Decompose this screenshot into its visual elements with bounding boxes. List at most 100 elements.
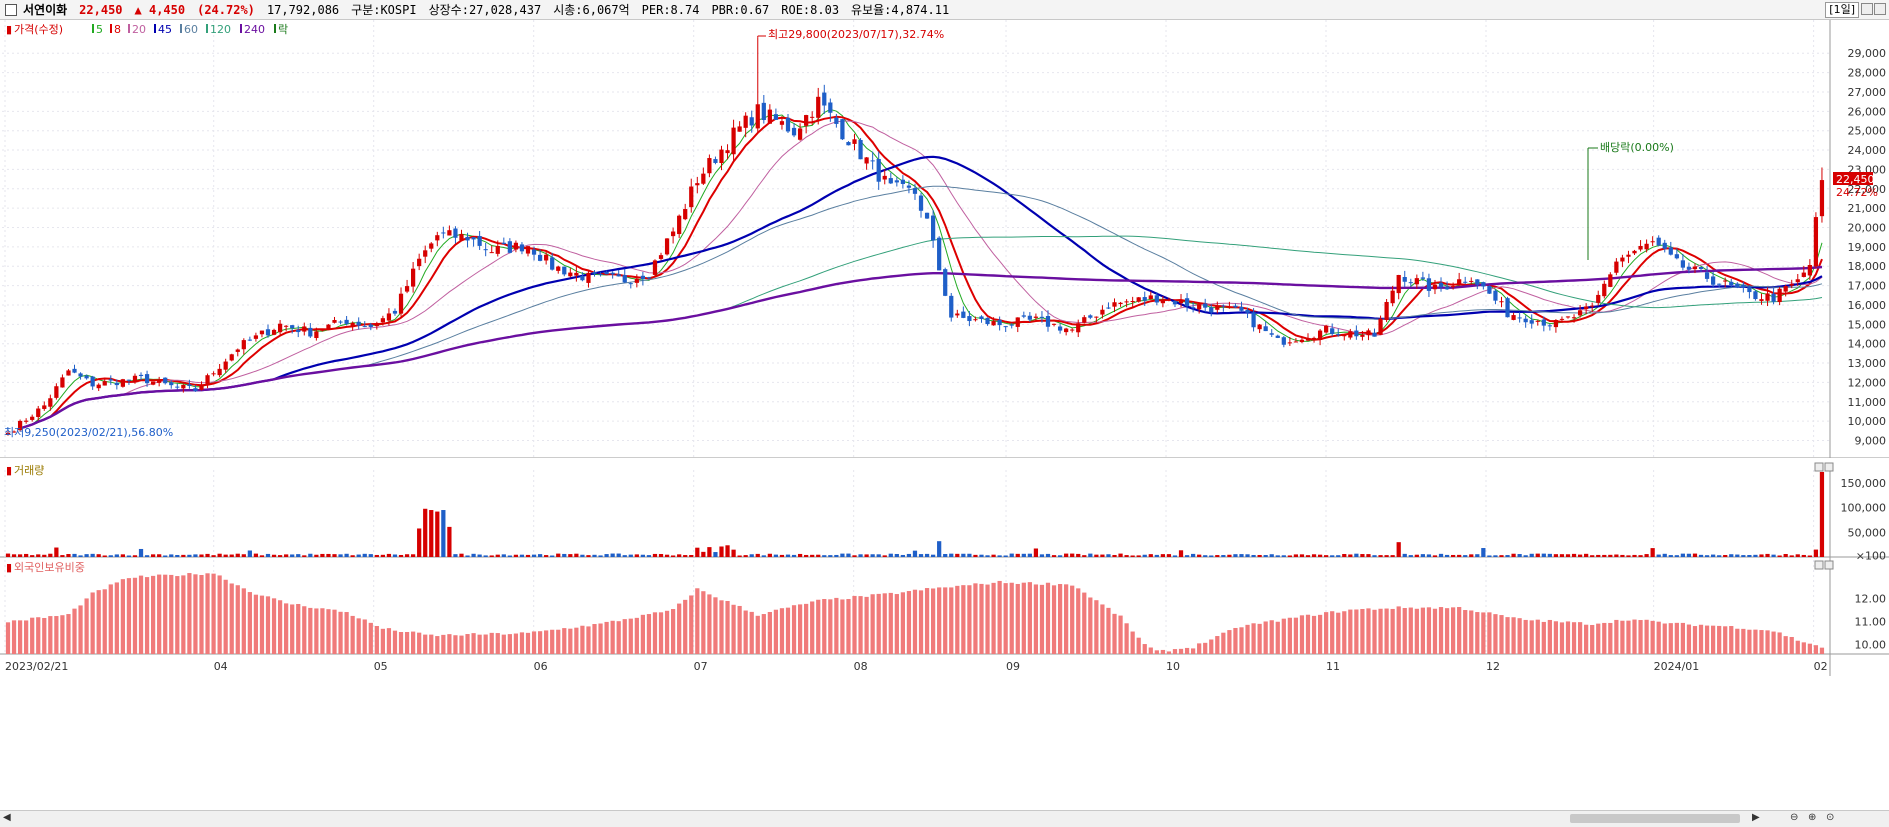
ex-legend-label: 락 (278, 23, 288, 36)
foreign-bar (1469, 610, 1474, 654)
period-selector[interactable]: [1일] (1825, 2, 1859, 18)
candle-body (1590, 305, 1595, 307)
foreign-bar (277, 600, 283, 654)
volume-bar (1360, 554, 1365, 557)
foreign-restore-icon[interactable] (1814, 560, 1824, 570)
foreign-bar (1426, 607, 1432, 654)
candle-body (302, 326, 307, 332)
volume-bar (1045, 553, 1051, 557)
foreign-bar (114, 582, 119, 654)
candle-body (658, 255, 664, 259)
foreign-bar (997, 580, 1002, 654)
ma-legend-label: 5 (96, 23, 103, 36)
volume-bar (568, 554, 573, 557)
foreign-bar (1795, 640, 1800, 654)
volume-bar (1644, 554, 1649, 557)
scroll-right-icon[interactable]: ▶ (1752, 812, 1760, 823)
volume-bar (640, 554, 645, 557)
foreign-tick-label: 10.00 (1855, 639, 1887, 652)
scroll-thumb[interactable] (1570, 814, 1740, 823)
candle-body (66, 370, 71, 376)
candle-body (187, 384, 192, 386)
volume-bar (1711, 554, 1716, 557)
volume-bar (483, 555, 488, 557)
candle-body (785, 117, 791, 132)
volume-bar (671, 555, 676, 557)
foreign-bar (265, 596, 271, 654)
foreign-bar (1547, 619, 1552, 654)
candle-body (235, 349, 240, 352)
volume-bar (598, 555, 603, 557)
volume-bar (816, 554, 821, 557)
volume-bar (1481, 548, 1486, 557)
volume-bar (193, 554, 198, 557)
foreign-bar (151, 575, 156, 654)
foreign-bar (1148, 647, 1153, 654)
volume-bar (1426, 554, 1432, 557)
candle-body (1245, 309, 1250, 313)
foreign-bar (1517, 618, 1522, 654)
foreign-bar (1275, 621, 1280, 654)
candle-body (453, 228, 458, 238)
zoom-reset-icon[interactable]: ⊙ (1826, 812, 1835, 823)
volume-bar (918, 554, 924, 557)
restore-icon[interactable] (1861, 3, 1873, 15)
close-icon[interactable] (1874, 3, 1886, 15)
foreign-bar (858, 596, 863, 654)
volume-bar (755, 553, 760, 557)
foreign-bar (1565, 621, 1571, 654)
x-tick-label: 2023/02/21 (5, 660, 68, 673)
volume-bar (1064, 553, 1069, 557)
volume-bar (828, 555, 833, 557)
volume-bar (1517, 554, 1522, 557)
candle-body (42, 405, 47, 409)
foreign-bar (1106, 607, 1111, 654)
candle-body (725, 150, 730, 154)
zoom-out-icon[interactable]: ⊖ (1790, 812, 1799, 823)
candle-body (997, 319, 1002, 326)
volume-bar (404, 554, 410, 557)
volume-bar (852, 555, 857, 557)
candle-body (598, 273, 603, 275)
low-annotation: 최저9,250(2023/02/21),56.80% (4, 426, 173, 439)
zoom-in-icon[interactable]: ⊕ (1808, 812, 1817, 823)
volume-close-icon[interactable] (1824, 462, 1834, 472)
foreign-bar (423, 634, 428, 654)
volume-bar (1795, 554, 1800, 557)
foreign-bar (411, 631, 416, 654)
foreign-bar (320, 608, 325, 654)
volume-tick-label: 150,000 (1841, 477, 1887, 490)
volume-bar (320, 553, 325, 557)
foreign-bar (1142, 644, 1147, 654)
foreign-bar (961, 585, 966, 654)
volume-bar (1783, 553, 1788, 557)
panel-checkbox[interactable] (5, 3, 17, 16)
foreign-bar (1813, 645, 1819, 654)
volume-bar (356, 554, 361, 557)
scroll-left-icon[interactable]: ◀ (3, 812, 11, 823)
foreign-bar (392, 630, 398, 654)
foreign-bar (876, 593, 881, 654)
candle-body (1457, 279, 1462, 285)
foreign-bar (1130, 631, 1135, 654)
foreign-bar (429, 634, 434, 654)
horizontal-scrollbar[interactable]: ◀ ▶ ⊖ ⊕ ⊙ (0, 810, 1889, 827)
volume-bar (1342, 554, 1347, 557)
volume-restore-icon[interactable] (1814, 462, 1824, 472)
foreign-bar (90, 592, 95, 654)
foreign-close-icon[interactable] (1824, 560, 1834, 570)
ma-240-line (19, 265, 1823, 430)
volume-bar (211, 555, 216, 557)
volume-bar (1239, 554, 1244, 557)
volume-bar (610, 553, 615, 557)
volume-bar (217, 553, 222, 557)
candle-body (743, 115, 748, 128)
moving-averages (19, 108, 1823, 430)
foreign-bar (1559, 622, 1565, 654)
ma-45-line (19, 155, 1823, 430)
price-badge-pct: 24.72% (1836, 186, 1878, 199)
volume-bar (1233, 554, 1238, 557)
candle-body (1729, 281, 1734, 286)
volume-bar (767, 553, 772, 557)
foreign-bar (707, 594, 712, 654)
